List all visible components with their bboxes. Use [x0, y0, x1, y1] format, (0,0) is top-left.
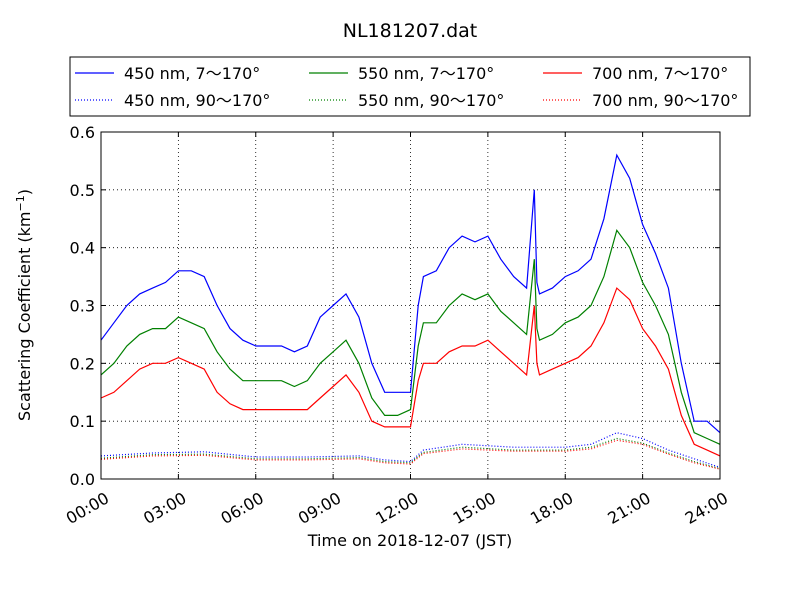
x-tick-label: 09:00	[295, 488, 344, 528]
x-tick-label: 24:00	[682, 488, 731, 528]
y-tick-label: 0.3	[70, 297, 95, 316]
y-axis-label-sup: −1	[14, 195, 27, 211]
x-tick-label: 06:00	[218, 488, 267, 528]
y-tick-label: 0.0	[70, 470, 95, 489]
y-axis-label-close: )	[15, 189, 34, 195]
legend-label: 550 nm, 7～170°	[358, 64, 494, 83]
legend: 450 nm, 7～170° 550 nm, 7～170° 700 nm, 7～17…	[69, 56, 751, 117]
y-tick-label: 0.2	[70, 354, 95, 373]
x-tick-label: 15:00	[450, 488, 499, 528]
x-tick-label: 21:00	[604, 488, 653, 528]
y-axis-label: Scattering Coefficient (km−1)	[14, 189, 34, 421]
y-tick-label: 0.6	[70, 123, 95, 142]
x-tick-label: 03:00	[140, 488, 189, 528]
legend-label: 550 nm, 90～170°	[358, 91, 504, 110]
x-tick-label: 00:00	[63, 488, 112, 528]
series-line-1	[100, 228, 721, 445]
legend-label: 450 nm, 90～170°	[124, 91, 270, 110]
series-line-5	[100, 439, 721, 470]
x-tick-label: 18:00	[527, 488, 576, 528]
series-line-4	[100, 437, 721, 470]
series-line-2	[100, 287, 721, 457]
chart-title: NL181207.dat	[343, 20, 478, 42]
y-tick-label: 0.5	[70, 181, 95, 200]
x-axis: 00:00 03:00 06:00 09:00 12:00 15:00 18:00 21:00…	[63, 132, 731, 528]
series-group	[100, 153, 721, 470]
legend-label: 700 nm, 7～170°	[592, 64, 728, 83]
legend-label: 700 nm, 90～170°	[592, 91, 738, 110]
x-axis-label: Time on 2018-12-07 (JST)	[307, 531, 512, 550]
y-tick-label: 0.1	[70, 412, 95, 431]
y-tick-label: 0.4	[70, 239, 95, 258]
legend-label: 450 nm, 7～170°	[124, 64, 260, 83]
series-line-0	[100, 153, 721, 434]
x-tick-label: 12:00	[372, 488, 421, 528]
y-axis-label-main: Scattering Coefficient (km	[15, 211, 34, 421]
y-axis: 0.0 0.1 0.2 0.3 0.4 0.5 0.6	[70, 123, 720, 489]
series-line-3	[100, 432, 721, 468]
